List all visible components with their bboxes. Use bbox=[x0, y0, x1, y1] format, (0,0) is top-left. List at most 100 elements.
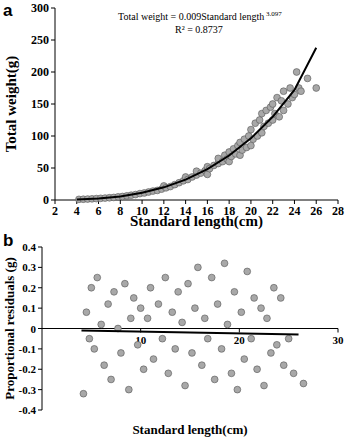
y-axis-label: Proportional residuals (g) bbox=[2, 257, 17, 400]
scatter-point bbox=[91, 345, 98, 352]
x-tick-label: 4 bbox=[74, 204, 80, 218]
y-tick-label: 0.4 bbox=[22, 241, 36, 253]
scatter-point bbox=[211, 376, 218, 383]
scatter-point bbox=[80, 390, 87, 397]
x-tick-label: 6 bbox=[96, 204, 102, 218]
scatter-point bbox=[231, 288, 238, 295]
scatter-point bbox=[144, 315, 151, 322]
y-tick bbox=[51, 168, 55, 169]
scatter-point bbox=[175, 288, 182, 295]
scatter-point bbox=[248, 142, 255, 149]
y-tick-label: 150 bbox=[31, 97, 49, 111]
y-tick-label: 200 bbox=[31, 65, 49, 79]
scatter-point bbox=[134, 341, 141, 348]
scatter-point bbox=[293, 69, 300, 76]
scatter-point bbox=[125, 386, 132, 393]
scatter-point bbox=[268, 350, 275, 357]
scatter-point bbox=[140, 366, 147, 373]
scatter-point bbox=[192, 305, 199, 312]
scatter-point bbox=[228, 370, 235, 377]
figure: a050100150200250300246810121416182022242… bbox=[0, 0, 351, 440]
scatter-point bbox=[208, 274, 215, 281]
scatter-point bbox=[101, 362, 108, 369]
scatter-point bbox=[304, 75, 311, 82]
scatter-point bbox=[130, 295, 137, 302]
y-tick-label: -0.1 bbox=[19, 343, 36, 355]
y-tick-label: 0.2 bbox=[22, 282, 36, 294]
scatter-point bbox=[287, 85, 294, 92]
chart-panel: a050100150200250300246810121416182022242… bbox=[3, 1, 344, 230]
y-tick bbox=[51, 104, 55, 105]
x-tick-label: 2 bbox=[52, 204, 58, 218]
scatter-point bbox=[270, 284, 277, 291]
scatter-point bbox=[273, 341, 280, 348]
scatter-point bbox=[172, 345, 179, 352]
y-tick-label: 250 bbox=[31, 33, 49, 47]
scatter-point bbox=[276, 113, 283, 120]
y-tick bbox=[51, 40, 55, 41]
y-tick bbox=[38, 410, 42, 411]
scatter-point bbox=[127, 315, 134, 322]
scatter-point bbox=[121, 280, 128, 287]
scatter-point bbox=[204, 335, 211, 342]
scatter-point bbox=[218, 345, 225, 352]
y-tick-label: 0.1 bbox=[22, 302, 36, 314]
x-tick-label: 28 bbox=[332, 204, 344, 218]
x-tick-label: 22 bbox=[267, 204, 279, 218]
scatter-point bbox=[98, 321, 105, 328]
scatter-point bbox=[105, 301, 112, 308]
x-tick bbox=[338, 329, 339, 333]
scatter-point bbox=[118, 350, 125, 357]
scatter-point bbox=[280, 107, 287, 114]
fit-line bbox=[77, 48, 316, 200]
x-tick-label: 30 bbox=[333, 334, 345, 346]
scatter-point bbox=[185, 280, 192, 287]
scatter-point bbox=[155, 301, 162, 308]
scatter-point bbox=[224, 321, 231, 328]
scatter-point bbox=[88, 284, 95, 291]
x-axis bbox=[42, 328, 338, 329]
y-tick-label: -0.3 bbox=[19, 384, 37, 396]
scatter-point bbox=[137, 305, 144, 312]
y-tick-label: 300 bbox=[31, 1, 49, 15]
x-tick-label: 24 bbox=[288, 204, 300, 218]
scatter-point bbox=[159, 335, 166, 342]
y-tick bbox=[51, 72, 55, 73]
scatter-point bbox=[83, 309, 90, 316]
scatter-point bbox=[165, 370, 172, 377]
y-tick bbox=[38, 389, 42, 390]
chart-panel: b-0.4-0.3-0.2-0.100.10.20.30.4102030Stan… bbox=[2, 231, 344, 437]
y-tick bbox=[38, 348, 42, 349]
plot-area bbox=[80, 260, 307, 397]
scatter-point bbox=[162, 274, 169, 281]
scatter-point bbox=[150, 356, 157, 363]
annotation-superscript: 3.097 bbox=[264, 10, 282, 18]
panel-label: a bbox=[3, 1, 13, 20]
y-axis-label: Total weight(g) bbox=[3, 56, 20, 153]
y-tick bbox=[38, 247, 42, 248]
scatter-point bbox=[277, 295, 284, 302]
y-tick bbox=[51, 8, 55, 9]
scatter-point bbox=[189, 350, 196, 357]
scatter-point bbox=[256, 117, 263, 124]
scatter-point bbox=[238, 309, 245, 316]
y-tick bbox=[51, 200, 55, 201]
y-tick bbox=[51, 136, 55, 137]
scatter-point bbox=[147, 284, 154, 291]
x-tick-label: 20 bbox=[234, 334, 246, 346]
scatter-point bbox=[111, 288, 118, 295]
x-axis-label: Standard length(cm) bbox=[132, 422, 247, 437]
scatter-point bbox=[285, 335, 292, 342]
scatter-point bbox=[254, 366, 261, 373]
scatter-point bbox=[244, 268, 251, 275]
scatter-point bbox=[269, 101, 276, 108]
y-tick bbox=[38, 308, 42, 309]
scatter-point bbox=[251, 295, 258, 302]
scatter-point bbox=[198, 362, 205, 369]
scatter-point bbox=[182, 382, 189, 389]
fit-line bbox=[81, 331, 298, 335]
y-tick-label: 0.3 bbox=[22, 261, 36, 273]
scatter-point bbox=[108, 376, 115, 383]
plot-area bbox=[76, 48, 320, 203]
scatter-point bbox=[280, 362, 287, 369]
